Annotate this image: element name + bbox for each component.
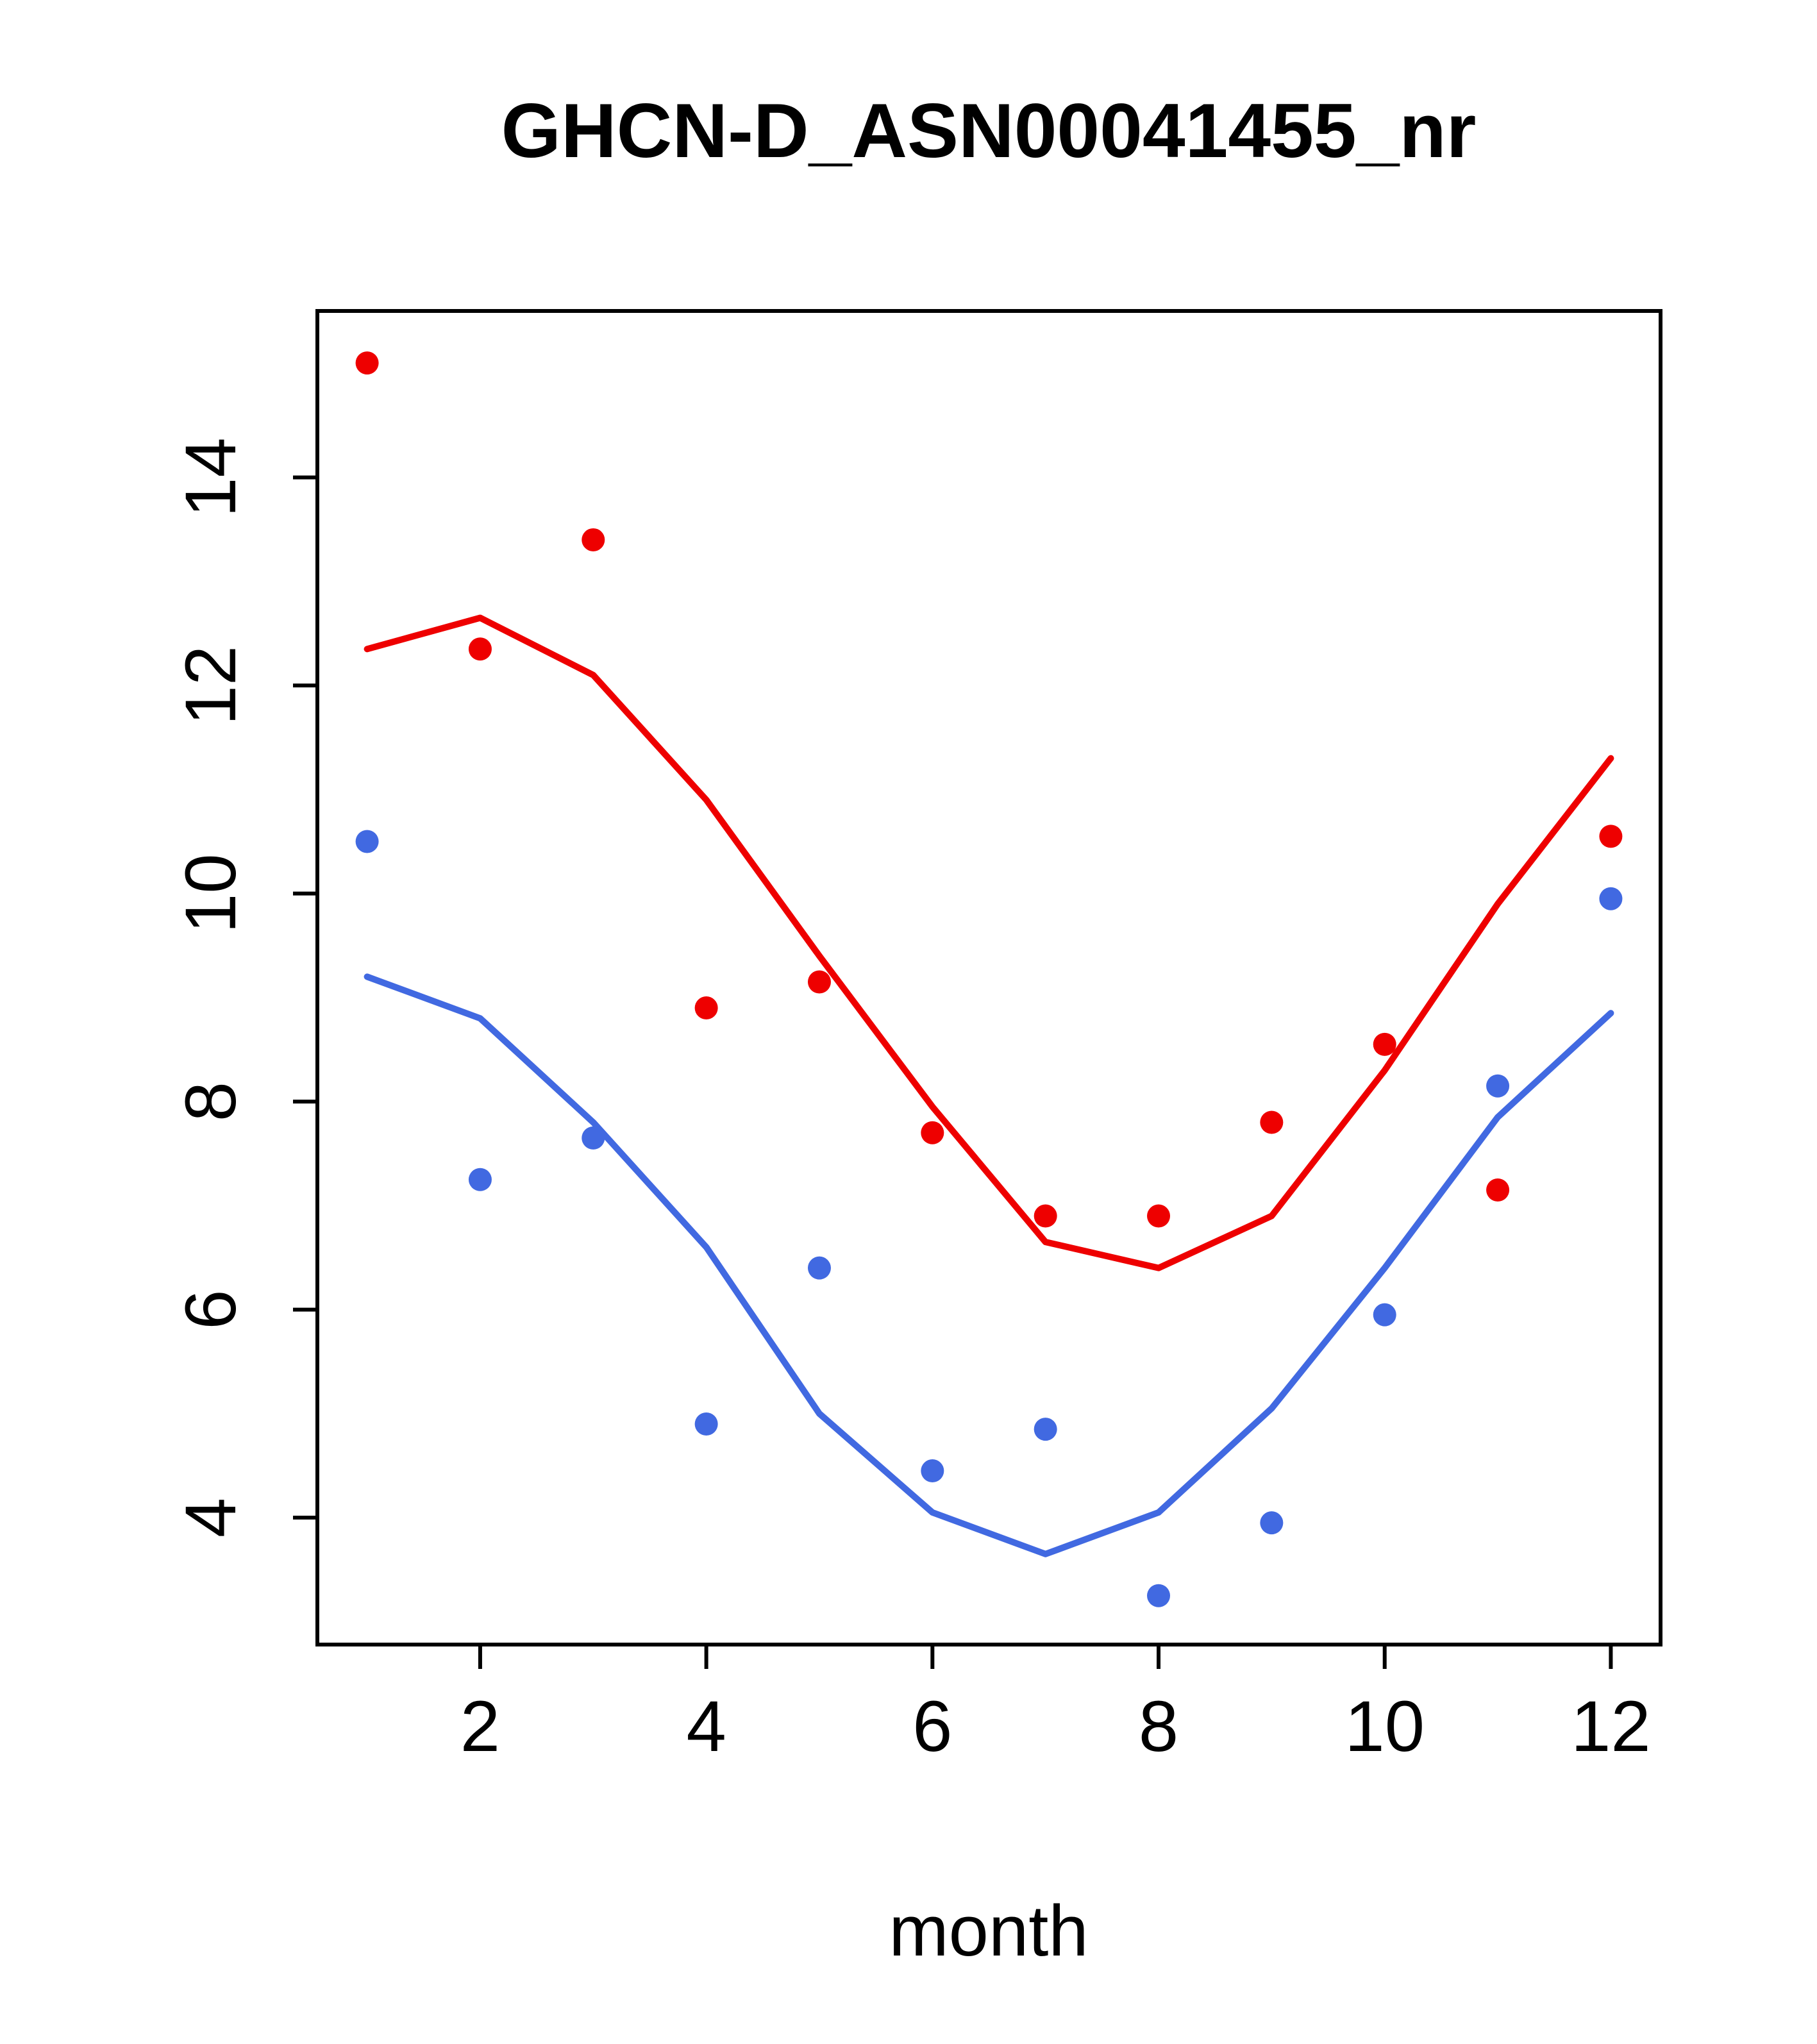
blue-point	[1599, 887, 1623, 910]
chart-title: GHCN-D_ASN00041455_nr	[501, 88, 1477, 174]
red-point	[1486, 1178, 1510, 1202]
x-tick-label: 12	[1571, 1686, 1651, 1766]
blue-point	[1147, 1584, 1171, 1607]
red-line	[364, 614, 1614, 1271]
x-axis-label: month	[889, 1891, 1088, 1971]
red-point	[355, 351, 379, 375]
red-point	[1373, 1032, 1396, 1056]
y-tick-label: 4	[171, 1498, 251, 1537]
x-tick-label: 2	[460, 1686, 500, 1766]
y-tick-label: 14	[171, 437, 251, 517]
x-tick-label: 10	[1344, 1686, 1425, 1766]
x-tick-label: 8	[1139, 1686, 1178, 1766]
blue-point	[694, 1412, 718, 1436]
red-point	[1034, 1204, 1057, 1228]
plot-box	[315, 309, 1662, 1646]
blue-point	[1486, 1074, 1510, 1098]
blue-point	[807, 1256, 831, 1280]
blue-point	[1034, 1418, 1057, 1441]
red-point	[582, 528, 605, 551]
blue-point	[582, 1126, 605, 1150]
blue-line	[364, 973, 1614, 1557]
blue-point	[468, 1168, 492, 1191]
red-point	[694, 996, 718, 1020]
y-tick-label: 6	[171, 1289, 251, 1329]
blue-point	[1260, 1511, 1284, 1535]
x-tick-label: 6	[912, 1686, 952, 1766]
y-tick-label: 8	[171, 1082, 251, 1121]
plot-area: 2 4 6 8 10 12 4 6 8 10 12 14	[171, 309, 1662, 1766]
red-point	[1260, 1110, 1284, 1134]
red-point	[807, 970, 831, 994]
x-tick-label: 4	[686, 1686, 726, 1766]
y-tick-label: 10	[171, 853, 251, 934]
blue-point	[355, 830, 379, 853]
red-point	[1147, 1204, 1171, 1228]
blue-point	[1373, 1303, 1396, 1327]
red-point	[1599, 825, 1623, 848]
red-point	[468, 637, 492, 661]
y-tick-label: 12	[171, 646, 251, 726]
blue-point	[921, 1459, 944, 1483]
red-point	[921, 1121, 944, 1144]
